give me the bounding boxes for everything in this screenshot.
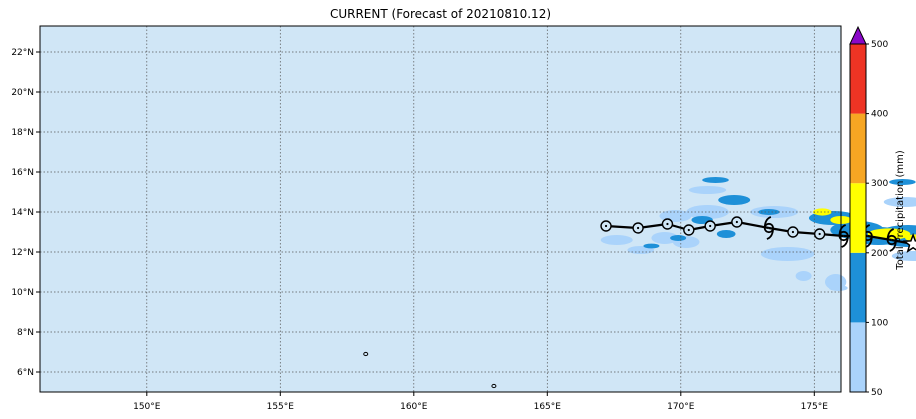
precip-area: [889, 179, 916, 185]
precip-area: [718, 195, 751, 205]
track-point-depression: [813, 228, 826, 240]
storm-track: [600, 216, 916, 254]
colorbar-segment: [850, 252, 866, 323]
colorbar-segment: [850, 113, 866, 184]
colorbar-ticks: 50 100 200 300 400 500: [866, 40, 888, 398]
colorbar-tick-label: 50: [871, 388, 883, 398]
track-point-depression: [683, 224, 695, 236]
precip-area: [828, 285, 848, 291]
track-point-depression: [600, 220, 612, 232]
colorbar-tick-label: 100: [871, 318, 888, 328]
lat-tick-label: 8°N: [17, 328, 34, 338]
colorbar-frame: [849, 43, 867, 393]
track-point-depression: [632, 222, 644, 234]
lon-tick-label: 155°E: [267, 402, 295, 412]
lon-tick-label: 175°E: [801, 402, 829, 412]
precip-area: [795, 271, 812, 281]
colorbar-tick-label: 200: [871, 249, 888, 259]
colorbar-segment: [850, 183, 866, 253]
island-outline: [491, 383, 497, 389]
precip-area: [686, 205, 729, 219]
precip-area: [883, 197, 916, 207]
map-frame: [39, 25, 842, 393]
lat-tick-label: 18°N: [11, 128, 34, 138]
precip-area: [688, 186, 727, 194]
lat-tick-label: 20°N: [11, 88, 34, 98]
track-point-depression: [787, 226, 799, 238]
precip-area: [643, 243, 660, 249]
lat-tick-label: 22°N: [11, 48, 34, 58]
lon-tick-label: 170°E: [667, 402, 695, 412]
colorbar-segment: [850, 44, 866, 114]
lat-tick-label: 6°N: [17, 368, 34, 378]
map-gridlines: [40, 26, 841, 392]
precip-area: [702, 177, 729, 183]
island-outline: [363, 351, 369, 357]
lon-tick-label: 160°E: [400, 402, 428, 412]
track-point-depression: [661, 218, 674, 230]
lon-tick-label: 150°E: [133, 402, 161, 412]
track-point-depression: [731, 216, 743, 228]
colorbar-label: Total Precipitation (mm): [895, 150, 906, 271]
precip-area: [716, 230, 736, 238]
track-point-depression: [704, 220, 716, 232]
precip-area: [891, 251, 916, 261]
precip-area: [670, 235, 687, 241]
precip-area: [600, 235, 633, 245]
lat-tick-label: 10°N: [11, 288, 34, 298]
island-outlines: [363, 351, 497, 389]
colorbar-extend-arrow: [849, 25, 867, 45]
colorbar-tick-label: 300: [871, 179, 888, 189]
track-point-storm: [886, 228, 897, 252]
lat-tick-label: 16°N: [11, 168, 34, 178]
precip-area: [760, 247, 815, 261]
precip-area: [812, 208, 832, 216]
colorbar-tick-label: 500: [871, 40, 888, 50]
track-point-current-position: [902, 232, 916, 254]
colorbar: [849, 25, 867, 393]
lon-tick-label: 165°E: [534, 402, 562, 412]
longitude-ticks: 150°E 155°E 160°E 165°E 170°E 175°E: [133, 392, 828, 412]
colorbar-segment: [850, 322, 866, 392]
precip-area: [651, 232, 679, 244]
lat-tick-label: 12°N: [11, 248, 34, 258]
colorbar-tick-label: 400: [871, 110, 888, 120]
lat-tick-label: 14°N: [11, 208, 34, 218]
map-title: CURRENT (Forecast of 20210810.12): [329, 7, 552, 21]
track-point-storm: [763, 216, 775, 240]
latitude-ticks: 6°N 8°N 10°N 12°N 14°N 16°N 18°N 20°N 22°N: [11, 48, 40, 378]
